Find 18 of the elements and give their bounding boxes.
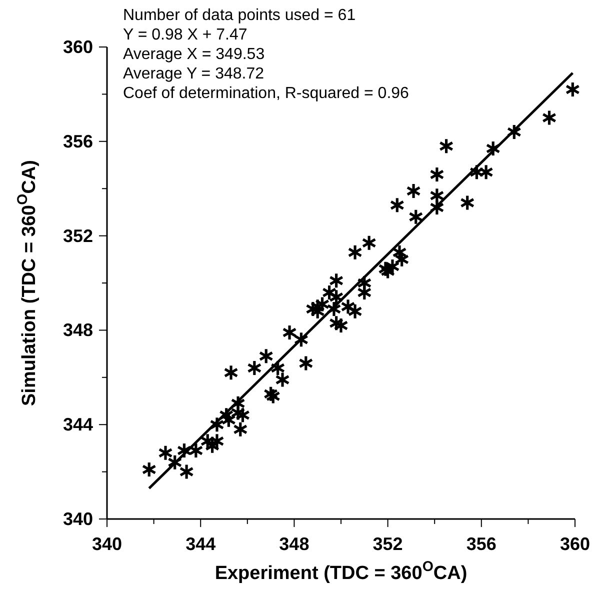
x-tick-label: 356 [466, 534, 496, 554]
x-tick-label: 348 [279, 534, 310, 554]
text: Number of data points used = 61 [123, 7, 356, 24]
y-tick-label: 344 [62, 414, 93, 435]
y-tick-label: 340 [62, 509, 93, 529]
y-tick-label: 356 [62, 131, 93, 152]
x-tick-label: 340 [92, 534, 122, 554]
x-tick-label: 360 [560, 534, 590, 554]
x-tick-label: 344 [186, 534, 216, 554]
annotation: Coef of determination, R-squared = 0.96 [123, 85, 410, 102]
y-tick-label: 360 [62, 37, 93, 57]
y-tick-label: 348 [62, 320, 93, 340]
y-tick-label: 352 [62, 226, 93, 246]
annotation: Average X = 349.53 [123, 46, 265, 63]
x-axis-title: Experiment (TDC = 360$^{O}$CA) [214, 559, 468, 584]
annotation: Average Y = 348.72 [123, 66, 264, 82]
text: Y = 0.98 X + 7.47 [123, 26, 248, 44]
x-tick-label: 352 [372, 534, 403, 554]
